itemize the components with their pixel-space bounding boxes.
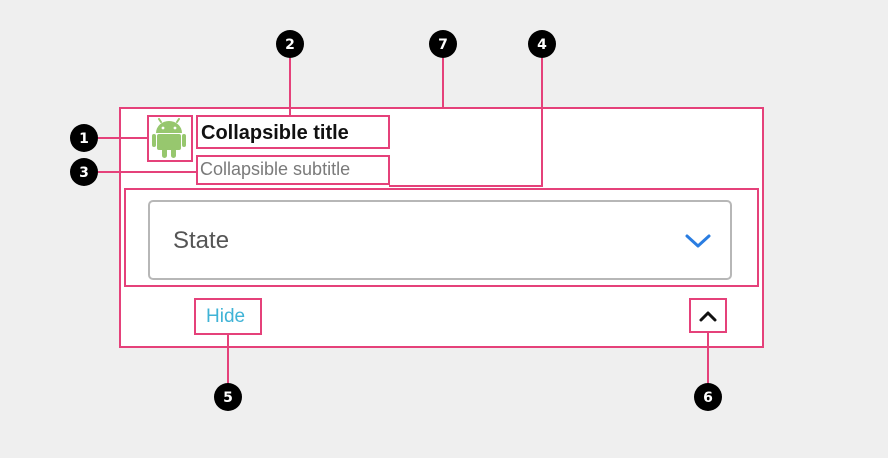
svg-text:5: 5 <box>223 390 233 406</box>
hide-button[interactable]: Hide <box>206 306 246 327</box>
svg-text:1: 1 <box>79 131 89 147</box>
svg-text:2: 2 <box>285 37 295 53</box>
chevron-up-icon[interactable] <box>696 306 720 326</box>
marker-3: 3 <box>70 158 98 186</box>
marker-2: 2 <box>276 30 304 58</box>
state-dropdown[interactable]: State <box>148 200 732 280</box>
svg-text:7: 7 <box>438 37 448 53</box>
marker-6: 6 <box>694 383 722 411</box>
marker-4: 4 <box>528 30 556 58</box>
marker-7: 7 <box>429 30 457 58</box>
marker-1: 1 <box>70 124 98 152</box>
collapsible-title: Collapsible title <box>201 122 349 144</box>
svg-text:6: 6 <box>703 390 713 406</box>
dropdown-label: State <box>173 227 230 254</box>
collapsible-subtitle: Collapsible subtitle <box>200 159 351 179</box>
android-icon <box>152 118 186 158</box>
svg-text:4: 4 <box>537 37 547 53</box>
chevron-down-icon <box>685 234 711 248</box>
svg-text:3: 3 <box>79 165 89 181</box>
marker-5: 5 <box>214 383 242 411</box>
